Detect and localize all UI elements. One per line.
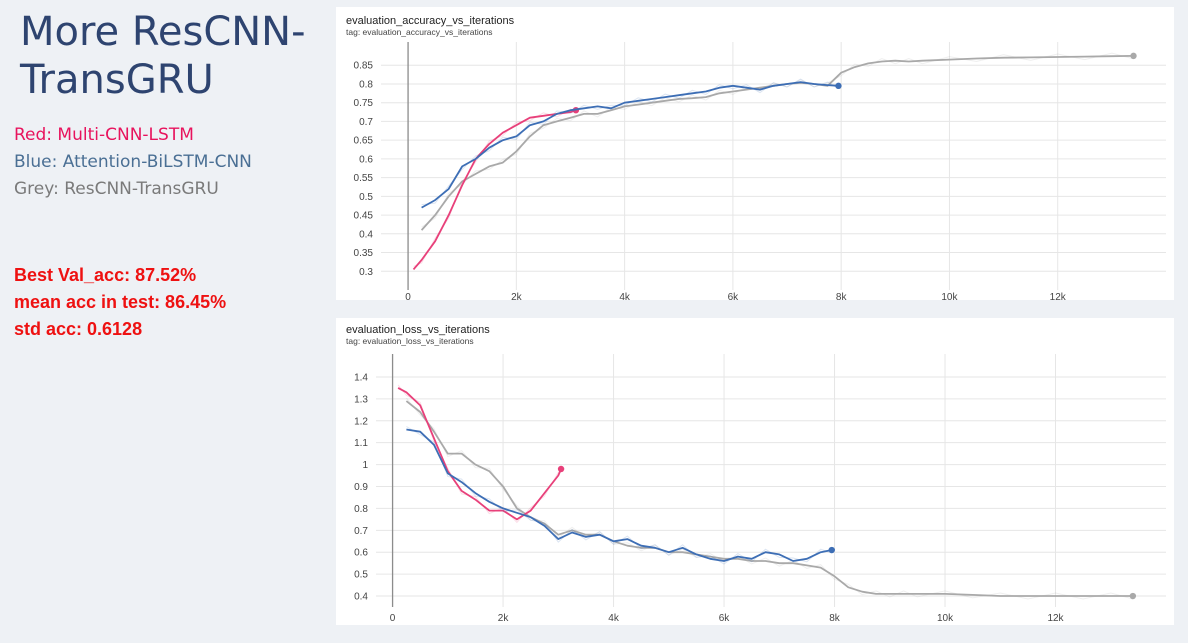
red-series-endpoint[interactable]	[557, 465, 565, 473]
x-tick-label: 12k	[1050, 292, 1067, 300]
y-tick-label: 0.6	[354, 548, 368, 559]
y-tick-label: 0.5	[359, 192, 373, 203]
x-tick-label: 10k	[941, 292, 958, 300]
grey-series-line[interactable]	[420, 55, 1134, 231]
x-tick-label: 10k	[937, 613, 954, 624]
loss-chart-panel: evaluation_loss_vs_iterations tag: evalua…	[336, 318, 1174, 625]
y-tick-label: 0.3	[359, 267, 373, 278]
x-tick-label: 8k	[829, 613, 841, 624]
y-tick-label: 1.1	[354, 438, 368, 449]
mean-test-acc: mean acc in test: 86.45%	[14, 292, 227, 312]
blue-series-line[interactable]	[421, 81, 839, 209]
chart-tag: tag: evaluation_accuracy_vs_iterations	[346, 27, 492, 37]
y-tick-label: 0.5	[354, 570, 368, 581]
x-tick-label: 2k	[498, 613, 510, 624]
y-tick-label: 1.4	[354, 372, 368, 383]
chart-tag: tag: evaluation_loss_vs_iterations	[346, 336, 474, 346]
legend-blue: Blue: Attention-BiLSTM-CNN	[14, 152, 252, 172]
x-tick-label: 0	[405, 292, 411, 300]
y-tick-label: 0.65	[354, 136, 374, 147]
y-tick-label: 0.55	[354, 173, 374, 184]
y-tick-label: 0.6	[359, 154, 373, 165]
y-tick-label: 0.8	[354, 504, 368, 515]
x-tick-label: 2k	[511, 292, 523, 300]
chart-title: evaluation_accuracy_vs_iterations	[346, 15, 515, 27]
x-tick-label: 4k	[619, 292, 631, 300]
y-tick-label: 0.45	[354, 211, 374, 222]
blue-series-line[interactable]	[406, 428, 832, 562]
best-val-acc: Best Val_acc: 87.52%	[14, 265, 197, 285]
legend-grey: Grey: ResCNN-TransGRU	[14, 179, 219, 199]
accuracy-chart-panel: evaluation_accuracy_vs_iterations tag: ev…	[336, 7, 1174, 300]
y-tick-label: 0.75	[354, 98, 374, 109]
y-tick-label: 0.4	[354, 592, 368, 603]
x-tick-label: 6k	[719, 613, 731, 624]
slide-title: More ResCNN-TransGRU	[20, 9, 306, 103]
grey-series-endpoint[interactable]	[1129, 592, 1137, 600]
blue-series-raw-line	[421, 78, 839, 206]
y-tick-label: 0.35	[354, 248, 374, 259]
std-acc: std acc: 0.6128	[14, 319, 143, 339]
y-tick-label: 0.7	[359, 117, 373, 128]
y-tick-label: 0.8	[359, 79, 373, 90]
grey-series-line[interactable]	[405, 400, 1133, 597]
y-tick-label: 0.85	[354, 61, 374, 72]
legend-red: Red: Multi-CNN-LSTM	[14, 125, 194, 145]
y-tick-label: 1.3	[354, 394, 368, 405]
red-series-line[interactable]	[397, 387, 562, 521]
y-tick-label: 0.4	[359, 229, 373, 240]
x-tick-label: 0	[390, 613, 396, 624]
results-stats: Best Val_acc: 87.52% mean acc in test: 8…	[14, 262, 226, 343]
series-legend: Red: Multi-CNN-LSTM Blue: Attention-BiLS…	[14, 122, 252, 203]
grey-series-raw-line	[406, 397, 1134, 600]
grey-series-endpoint[interactable]	[1130, 52, 1137, 60]
x-tick-label: 6k	[728, 292, 740, 300]
blue-series-endpoint[interactable]	[835, 82, 842, 90]
y-tick-label: 0.7	[354, 526, 368, 537]
y-tick-label: 1.2	[354, 416, 368, 427]
x-tick-label: 12k	[1047, 613, 1064, 624]
x-tick-label: 4k	[608, 613, 620, 624]
y-tick-label: 1	[362, 460, 368, 471]
x-tick-label: 8k	[836, 292, 848, 300]
red-series-raw-line	[413, 108, 577, 267]
y-tick-label: 0.9	[354, 482, 368, 493]
blue-series-endpoint[interactable]	[828, 546, 835, 554]
red-series-line[interactable]	[412, 109, 577, 270]
chart-title: evaluation_loss_vs_iterations	[346, 324, 490, 336]
